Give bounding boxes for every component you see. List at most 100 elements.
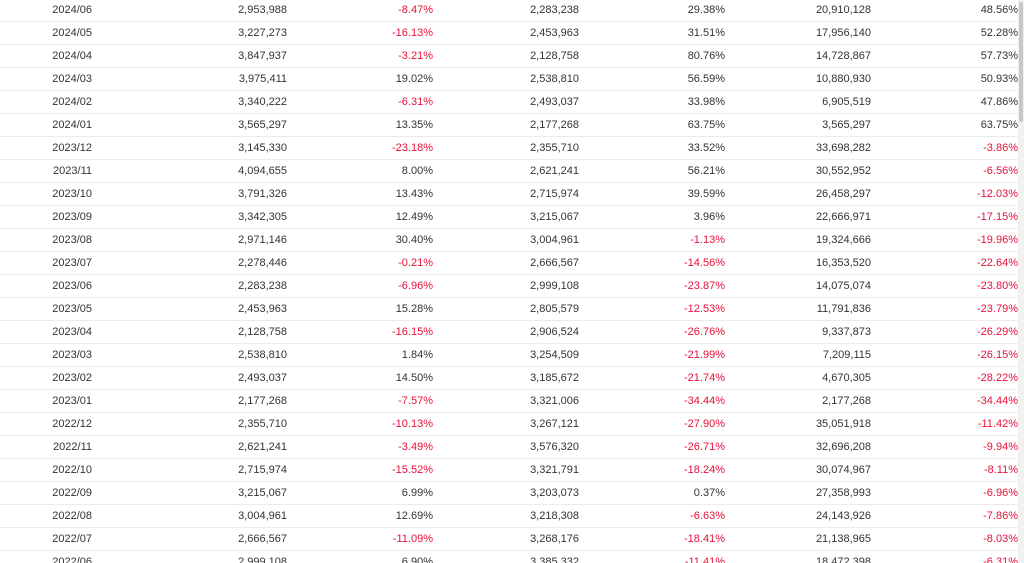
cell-value-b: 2,493,037 (433, 90, 579, 114)
cell-value-b: 3,218,308 (433, 504, 579, 528)
cell-cumulative-change: -17.15% (871, 205, 1018, 229)
cell-change-a: -7.57% (287, 389, 433, 413)
cell-cumulative-change: -3.86% (871, 136, 1018, 160)
cell-change-a: -23.18% (287, 136, 433, 160)
cell-period: 2024/03 (0, 67, 92, 91)
cell-change-a: -16.13% (287, 21, 433, 45)
cell-period: 2022/06 (0, 550, 92, 563)
table-row: 2024/03 3,975,411 19.02% 2,538,810 56.59% 10,… (0, 67, 1018, 91)
cell-value-b: 2,177,268 (433, 113, 579, 137)
cell-cumulative: 14,075,074 (725, 274, 871, 298)
cell-value-a: 2,538,810 (92, 343, 287, 367)
cell-value-b: 2,283,238 (433, 0, 579, 22)
cell-cumulative-change: -28.22% (871, 366, 1018, 390)
cell-period: 2022/09 (0, 481, 92, 505)
table-row: 2023/04 2,128,758 -16.15% 2,906,524 -26.76% 9… (0, 320, 1018, 344)
cell-change-b: -23.87% (579, 274, 725, 298)
cell-change-b: -26.76% (579, 320, 725, 344)
cell-period: 2023/05 (0, 297, 92, 321)
cell-change-b: -14.56% (579, 251, 725, 275)
cell-cumulative: 21,138,965 (725, 527, 871, 551)
cell-change-b: 39.59% (579, 182, 725, 206)
cell-period: 2024/02 (0, 90, 92, 114)
cell-change-b: -11.41% (579, 550, 725, 563)
cell-period: 2023/06 (0, 274, 92, 298)
cell-value-a: 3,342,305 (92, 205, 287, 229)
vertical-scrollbar[interactable] (1018, 0, 1024, 563)
scrollbar-thumb[interactable] (1019, 2, 1023, 122)
cell-cumulative-change: 57.73% (871, 44, 1018, 68)
cell-change-a: -0.21% (287, 251, 433, 275)
cell-cumulative-change: 63.75% (871, 113, 1018, 137)
cell-value-a: 2,621,241 (92, 435, 287, 459)
cell-cumulative-change: -26.15% (871, 343, 1018, 367)
table-row: 2023/01 2,177,268 -7.57% 3,321,006 -34.44% 2,… (0, 389, 1018, 413)
cell-cumulative-change: -8.03% (871, 527, 1018, 551)
cell-value-a: 3,975,411 (92, 67, 287, 91)
cell-change-b: 56.21% (579, 159, 725, 183)
cell-cumulative-change: -6.96% (871, 481, 1018, 505)
table-row: 2023/08 2,971,146 30.40% 3,004,961 -1.13% 19,… (0, 228, 1018, 252)
cell-change-a: -6.96% (287, 274, 433, 298)
table-row: 2022/08 3,004,961 12.69% 3,218,308 -6.63% 24,… (0, 504, 1018, 528)
cell-change-b: -21.99% (579, 343, 725, 367)
cell-cumulative: 4,670,305 (725, 366, 871, 390)
cell-change-b: 3.96% (579, 205, 725, 229)
cell-value-b: 3,185,672 (433, 366, 579, 390)
cell-cumulative: 9,337,873 (725, 320, 871, 344)
cell-period: 2023/12 (0, 136, 92, 160)
cell-period: 2022/08 (0, 504, 92, 528)
table-row: 2023/10 3,791,326 13.43% 2,715,974 39.59% 26,… (0, 182, 1018, 206)
cell-period: 2022/10 (0, 458, 92, 482)
cell-period: 2023/08 (0, 228, 92, 252)
table-row: 2023/05 2,453,963 15.28% 2,805,579 -12.53% 11… (0, 297, 1018, 321)
cell-period: 2024/06 (0, 0, 92, 22)
cell-cumulative: 32,696,208 (725, 435, 871, 459)
table-row: 2022/10 2,715,974 -15.52% 3,321,791 -18.24% 3… (0, 458, 1018, 482)
cell-period: 2023/09 (0, 205, 92, 229)
cell-cumulative-change: 47.86% (871, 90, 1018, 114)
cell-value-a: 2,177,268 (92, 389, 287, 413)
table-row: 2022/06 2,999,108 6.90% 3,385,332 -11.41% 18,… (0, 550, 1018, 563)
cell-change-b: 31.51% (579, 21, 725, 45)
cell-period: 2024/04 (0, 44, 92, 68)
cell-cumulative-change: 48.56% (871, 0, 1018, 22)
cell-value-b: 3,254,509 (433, 343, 579, 367)
table-row: 2024/05 3,227,273 -16.13% 2,453,963 31.51% 17… (0, 21, 1018, 45)
cell-change-b: 63.75% (579, 113, 725, 137)
cell-cumulative: 2,177,268 (725, 389, 871, 413)
cell-cumulative: 33,698,282 (725, 136, 871, 160)
cell-value-a: 3,791,326 (92, 182, 287, 206)
cell-value-b: 2,453,963 (433, 21, 579, 45)
cell-change-a: 13.43% (287, 182, 433, 206)
cell-change-a: -10.13% (287, 412, 433, 436)
cell-cumulative: 20,910,128 (725, 0, 871, 22)
cell-change-a: 14.50% (287, 366, 433, 390)
cell-change-b: -6.63% (579, 504, 725, 528)
cell-change-a: 1.84% (287, 343, 433, 367)
cell-cumulative: 6,905,519 (725, 90, 871, 114)
cell-value-b: 3,004,961 (433, 228, 579, 252)
cell-change-b: 0.37% (579, 481, 725, 505)
cell-value-a: 3,004,961 (92, 504, 287, 528)
cell-value-a: 3,565,297 (92, 113, 287, 137)
cell-value-a: 2,666,567 (92, 527, 287, 551)
cell-value-a: 2,283,238 (92, 274, 287, 298)
cell-value-a: 2,953,988 (92, 0, 287, 22)
cell-change-b: 33.98% (579, 90, 725, 114)
cell-period: 2022/12 (0, 412, 92, 436)
cell-change-b: 80.76% (579, 44, 725, 68)
cell-change-a: 12.69% (287, 504, 433, 528)
cell-cumulative-change: -23.79% (871, 297, 1018, 321)
cell-change-a: 8.00% (287, 159, 433, 183)
cell-cumulative: 19,324,666 (725, 228, 871, 252)
cell-cumulative-change: -12.03% (871, 182, 1018, 206)
cell-cumulative-change: -6.56% (871, 159, 1018, 183)
cell-cumulative-change: -23.80% (871, 274, 1018, 298)
cell-value-b: 3,215,067 (433, 205, 579, 229)
table-row: 2022/11 2,621,241 -3.49% 3,576,320 -26.71% 32… (0, 435, 1018, 459)
cell-value-a: 2,999,108 (92, 550, 287, 563)
cell-cumulative-change: -19.96% (871, 228, 1018, 252)
